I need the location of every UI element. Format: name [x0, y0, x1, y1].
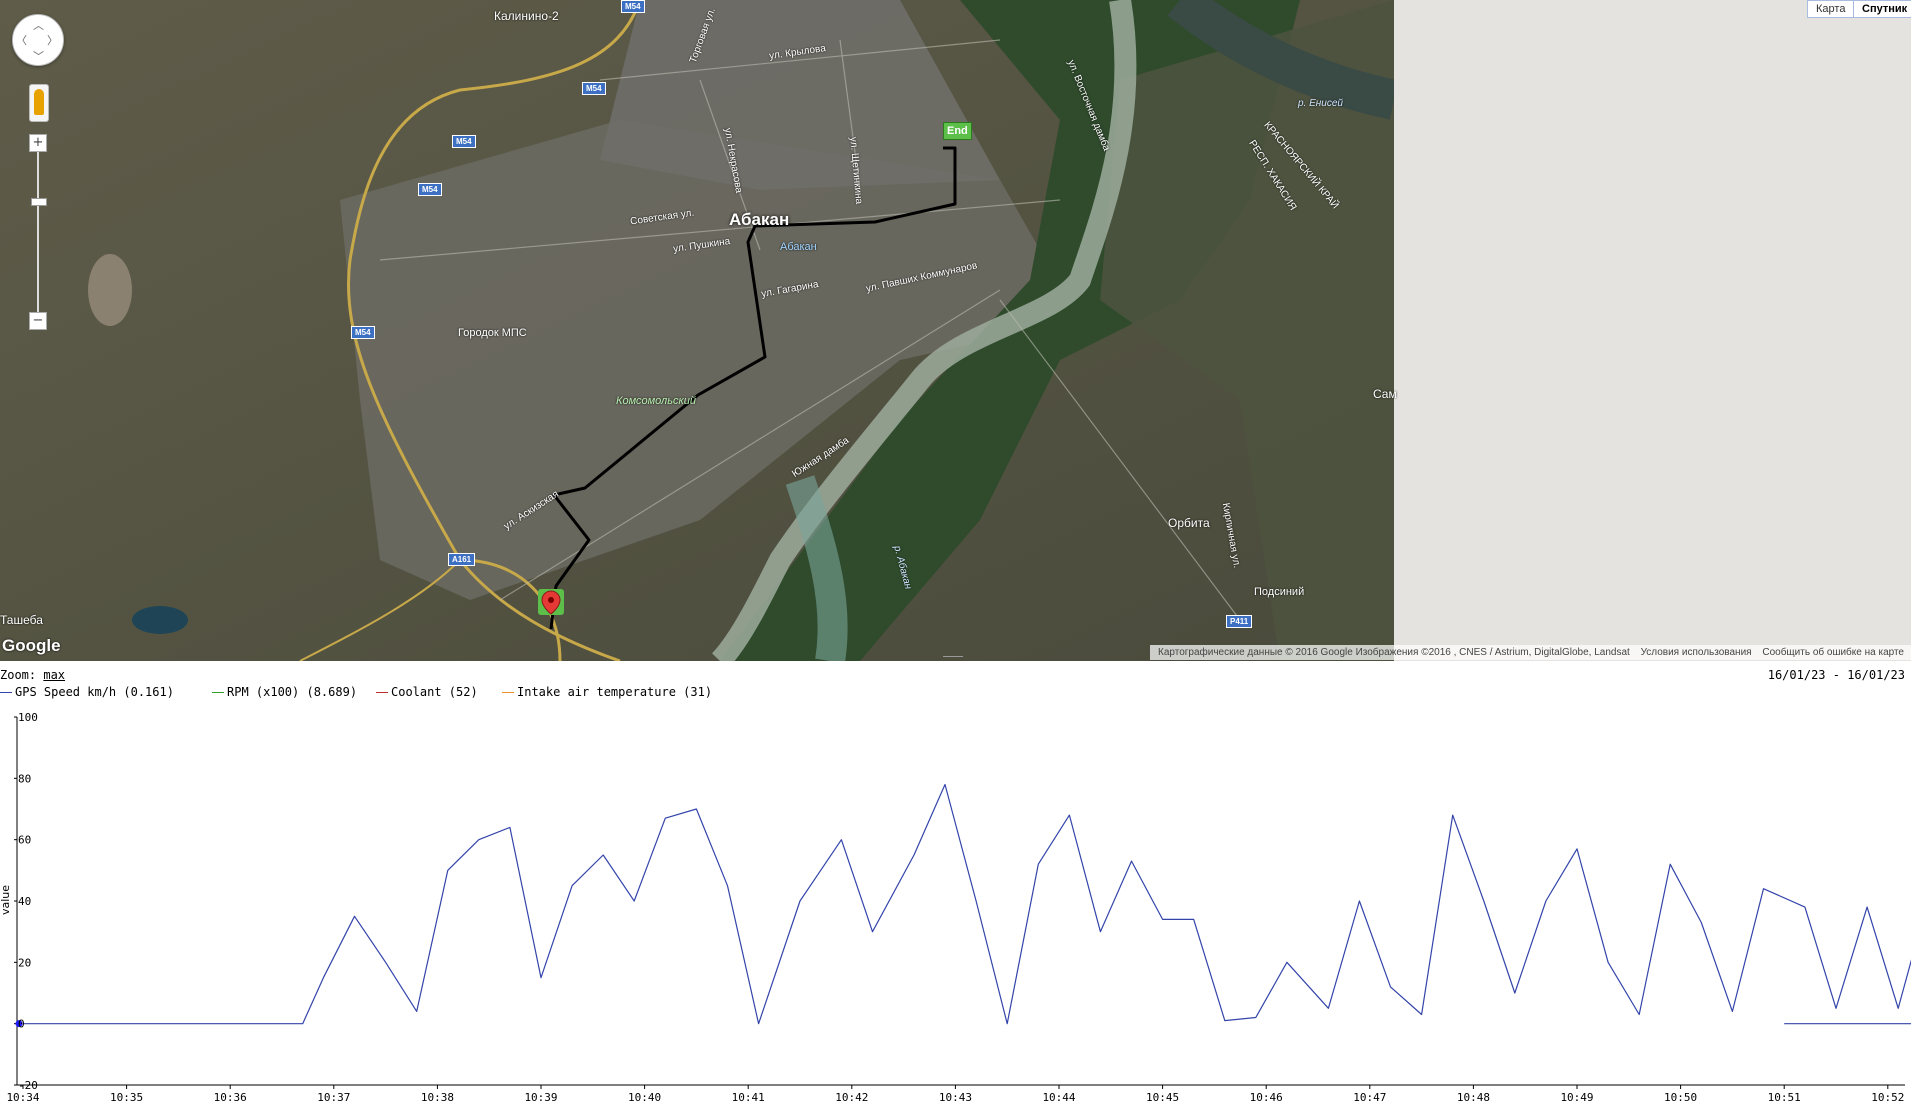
y-axis-label: value	[0, 885, 12, 915]
road-badge: A161	[448, 553, 476, 566]
x-tick-label: 10:40	[628, 1091, 661, 1104]
legend-label: Intake air temperature (31)	[517, 685, 713, 699]
city-label: Абакан	[729, 210, 790, 229]
legend-item-coolant[interactable]: Coolant (52)	[376, 685, 478, 699]
x-tick-label: 10:52	[1871, 1091, 1904, 1104]
legend-label: RPM (x100) (8.689)	[227, 685, 358, 699]
y-tick-label: 60	[18, 834, 31, 847]
zoom-out-button[interactable]: −	[29, 312, 47, 330]
station-label: Подсиний	[1254, 586, 1305, 598]
chart-legend: GPS Speed km/h (0.161) RPM (x100) (8.689…	[0, 685, 900, 701]
legend-item-intake-air[interactable]: Intake air temperature (31)	[502, 685, 712, 699]
end-marker[interactable]: End	[943, 122, 972, 140]
y-tick-label: 80	[18, 772, 31, 785]
google-logo: Google	[2, 636, 61, 655]
place-label: Сам	[1373, 387, 1397, 401]
satellite-map-image[interactable]	[0, 0, 1394, 661]
x-tick-label: 10:45	[1146, 1091, 1179, 1104]
x-tick-label: 10:42	[835, 1091, 868, 1104]
x-tick-label: 10:38	[421, 1091, 454, 1104]
x-tick-label: 10:37	[317, 1091, 350, 1104]
y-tick-label: 40	[18, 895, 31, 908]
copyright-text: Картографические данные © 2016 Google Из…	[1158, 647, 1630, 658]
zoom-slider-thumb[interactable]	[31, 198, 47, 206]
road-badge: M54	[351, 326, 375, 339]
y-tick-label: 20	[18, 956, 31, 969]
legend-label: GPS Speed km/h (0.161)	[15, 685, 174, 699]
x-tick-label: 10:35	[110, 1091, 143, 1104]
map-type-satellite-button[interactable]: Спутник	[1853, 0, 1911, 18]
zoom-slider-track[interactable]	[37, 152, 39, 312]
series-start-marker	[15, 1020, 23, 1028]
station-label: Городок МПС	[458, 327, 527, 339]
zoom-row: Zoom: max	[0, 668, 65, 682]
zoom-max-link[interactable]: max	[43, 668, 66, 682]
x-tick-label: 10:39	[524, 1091, 557, 1104]
place-label: Калинино-2	[494, 9, 559, 23]
y-tick-label: 100	[18, 711, 38, 724]
map-type-map-button[interactable]: Карта	[1807, 0, 1855, 18]
road-badge: M54	[452, 135, 476, 148]
y-tick-label: -20	[18, 1079, 38, 1092]
road-badge: P411	[1226, 615, 1253, 628]
map-view[interactable]: Калинино-2 ул. Крылова Торговая ул. ул. …	[0, 0, 1911, 661]
place-label: Ташеба	[0, 613, 43, 627]
street-view-pegman-icon[interactable]	[29, 84, 49, 122]
zoom-control[interactable]: + −	[29, 134, 47, 332]
x-tick-label: 10:46	[1250, 1091, 1283, 1104]
pan-right-icon[interactable]: 〉	[47, 34, 58, 47]
legend-label: Coolant (52)	[391, 685, 478, 699]
legend-item-gps-speed[interactable]: GPS Speed km/h (0.161)	[0, 685, 174, 699]
pan-down-icon[interactable]: ﹀	[33, 50, 44, 63]
x-tick-label: 10:50	[1664, 1091, 1697, 1104]
terms-link[interactable]: Условия использования	[1640, 647, 1752, 658]
pan-up-icon[interactable]: ︿	[33, 19, 44, 32]
zoom-in-button[interactable]: +	[29, 134, 47, 152]
x-tick-label: 10:47	[1353, 1091, 1386, 1104]
telemetry-line-chart[interactable]: 100 80 60 40 20 0 -20 value 10:34 10:35 10:36 10:37…	[0, 700, 1911, 1104]
resize-handle[interactable]	[943, 656, 963, 661]
road-badge: M54	[621, 0, 645, 13]
river-label: р. Енисей	[1298, 98, 1343, 109]
legend-item-rpm[interactable]: RPM (x100) (8.689)	[212, 685, 357, 699]
x-tick-label: 10:34	[6, 1091, 39, 1104]
pan-left-icon[interactable]: 〈	[16, 34, 27, 47]
place-label: Орбита	[1168, 516, 1210, 530]
report-error-link[interactable]: Сообщить об ошибке на карте	[1762, 647, 1904, 658]
station-label: Абакан	[780, 241, 817, 253]
zoom-label: Zoom:	[0, 668, 37, 682]
x-tick-label: 10:41	[732, 1091, 765, 1104]
x-tick-label: 10:51	[1768, 1091, 1801, 1104]
x-tick-label: 10:48	[1457, 1091, 1490, 1104]
x-tick-label: 10:49	[1560, 1091, 1593, 1104]
map-attribution-bar: Картографические данные © 2016 Google Из…	[1150, 645, 1911, 660]
x-tick-label: 10:44	[1042, 1091, 1075, 1104]
y-tick-label: 0	[18, 1018, 25, 1031]
series-line-gps-speed-km-h	[23, 783, 1911, 1025]
x-tick-label: 10:36	[214, 1091, 247, 1104]
date-range: 16/01/23 - 16/01/23	[1767, 668, 1905, 682]
x-tick-label: 10:43	[939, 1091, 972, 1104]
road-badge: M54	[418, 183, 442, 196]
district-label: Комсомольский	[616, 395, 696, 407]
road-badge: M54	[582, 82, 606, 95]
pan-control[interactable]: ︿ ﹀ 〈 〉	[12, 14, 64, 66]
